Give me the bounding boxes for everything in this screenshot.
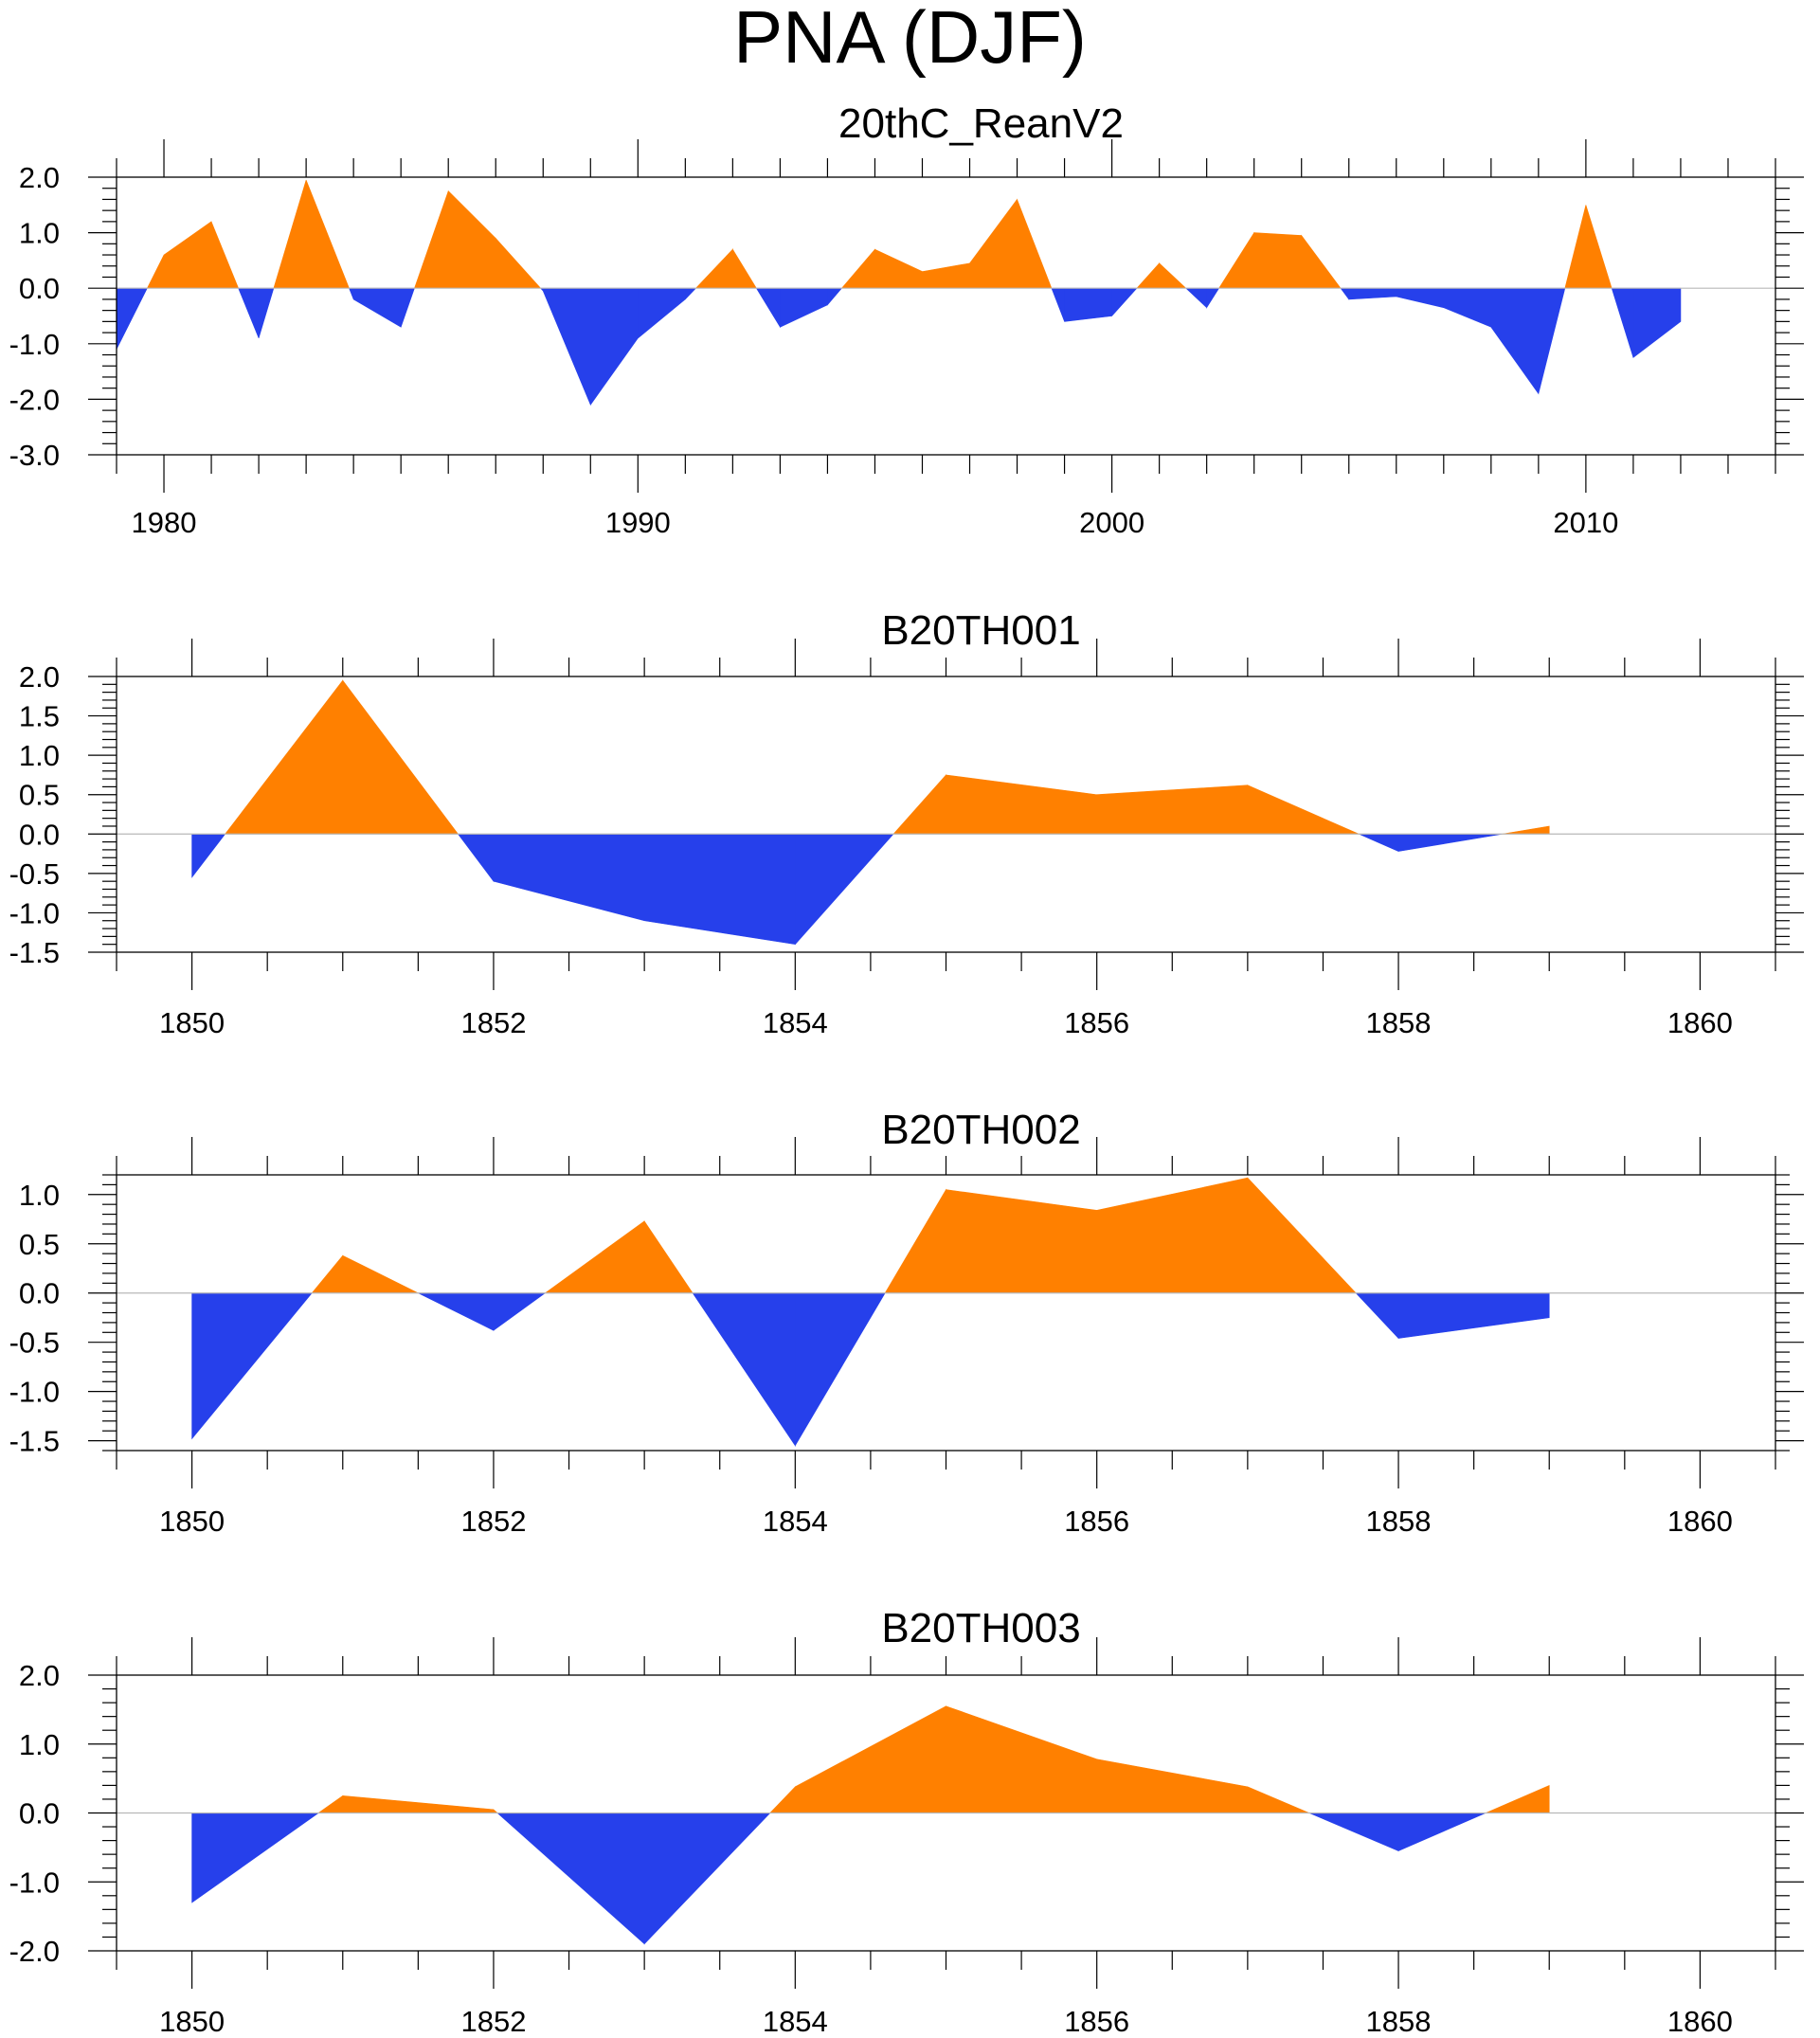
negative-area: [191, 1813, 1487, 1945]
y-tick-label: -0.5: [9, 857, 60, 891]
x-tick-label: 1852: [460, 2005, 526, 2038]
x-tick-label: 1854: [763, 1505, 828, 1538]
y-tick-label: 0.0: [19, 1797, 60, 1831]
y-tick-label: 0.0: [19, 818, 60, 851]
y-tick-label: -1.0: [9, 1866, 60, 1899]
y-tick-label: 0.0: [19, 272, 60, 305]
x-tick-label: 2010: [1553, 506, 1618, 539]
y-tick-label: -0.5: [9, 1326, 60, 1360]
y-tick-label: 1.5: [19, 700, 60, 733]
negative-area: [191, 833, 1503, 946]
panel-title: B20TH001: [881, 607, 1080, 654]
y-tick-label: -1.0: [9, 328, 60, 361]
x-tick-label: 1860: [1667, 1006, 1733, 1039]
y-tick-label: 1.0: [19, 739, 60, 772]
plot-frame: [116, 176, 1776, 456]
x-tick-label: 1856: [1064, 2005, 1129, 2038]
negative-area: [116, 287, 1682, 406]
x-tick-label: 1852: [460, 1505, 526, 1538]
x-tick-label: 1856: [1064, 1505, 1129, 1538]
y-tick-label: 2.0: [19, 660, 60, 694]
panel-1: 20thC_ReanV2 2.0 1.0 0.0 -1.0 -2.0 -3.0 1980 199…: [9, 100, 1804, 539]
panel-2: B20TH001 2.0 1.5 1.0 0.5 0.0 -0.5 -1.0 -1.5 1850 1…: [9, 607, 1804, 1039]
y-tick-label: -2.0: [9, 1935, 60, 1968]
y-tick-label: 1.0: [19, 217, 60, 250]
x-tick-label: 1854: [763, 1006, 828, 1039]
x-tick-label: 1850: [159, 1505, 225, 1538]
y-tick-label: 1.0: [19, 1728, 60, 1761]
x-tick-label: 1860: [1667, 1505, 1733, 1538]
x-tick-label: 1858: [1366, 1006, 1432, 1039]
y-tick-label: -1.5: [9, 936, 60, 969]
panel-3: B20TH002 1.0 0.5 0.0 -0.5 -1.0 -1.5 1850 1852 185…: [9, 1107, 1804, 1538]
panel-title: 20thC_ReanV2: [838, 100, 1124, 147]
positive-area: [146, 179, 1613, 289]
y-tick-label: 2.0: [19, 161, 60, 194]
x-tick-label: 1850: [159, 1006, 225, 1039]
x-tick-label: 1856: [1064, 1006, 1129, 1039]
y-tick-label: 0.0: [19, 1277, 60, 1310]
y-tick-label: 0.5: [19, 1228, 60, 1261]
x-tick-label: 1858: [1366, 1505, 1432, 1538]
y-tick-label: 2.0: [19, 1659, 60, 1692]
figure-title: PNA (DJF): [733, 0, 1087, 79]
y-tick-label: -2.0: [9, 383, 60, 416]
x-tick-label: 1854: [763, 2005, 828, 2038]
positive-area: [311, 1177, 1357, 1294]
x-tick-label: 1850: [159, 2005, 225, 2038]
x-tick-label: 1990: [605, 506, 671, 539]
y-tick-label: -1.0: [9, 1376, 60, 1409]
x-tick-label: 1852: [460, 1006, 526, 1039]
positive-area: [317, 1705, 1550, 1813]
y-tick-label: 1.0: [19, 1179, 60, 1212]
x-tick-label: 1860: [1667, 2005, 1733, 2038]
x-tick-label: 1980: [132, 506, 197, 539]
y-tick-label: -1.0: [9, 896, 60, 929]
panel-title: B20TH002: [881, 1107, 1080, 1153]
x-tick-label: 2000: [1079, 506, 1144, 539]
panel-4: B20TH003 2.0 1.0 0.0 -1.0 -2.0 1850 1852 1854 185…: [9, 1605, 1804, 2038]
panel-title: B20TH003: [881, 1605, 1080, 1651]
positive-area: [225, 679, 1550, 835]
x-tick-label: 1858: [1366, 2005, 1432, 2038]
y-tick-label: -1.5: [9, 1425, 60, 1458]
y-tick-label: 0.5: [19, 779, 60, 812]
y-tick-label: -3.0: [9, 439, 60, 472]
negative-area: [191, 1292, 1550, 1447]
